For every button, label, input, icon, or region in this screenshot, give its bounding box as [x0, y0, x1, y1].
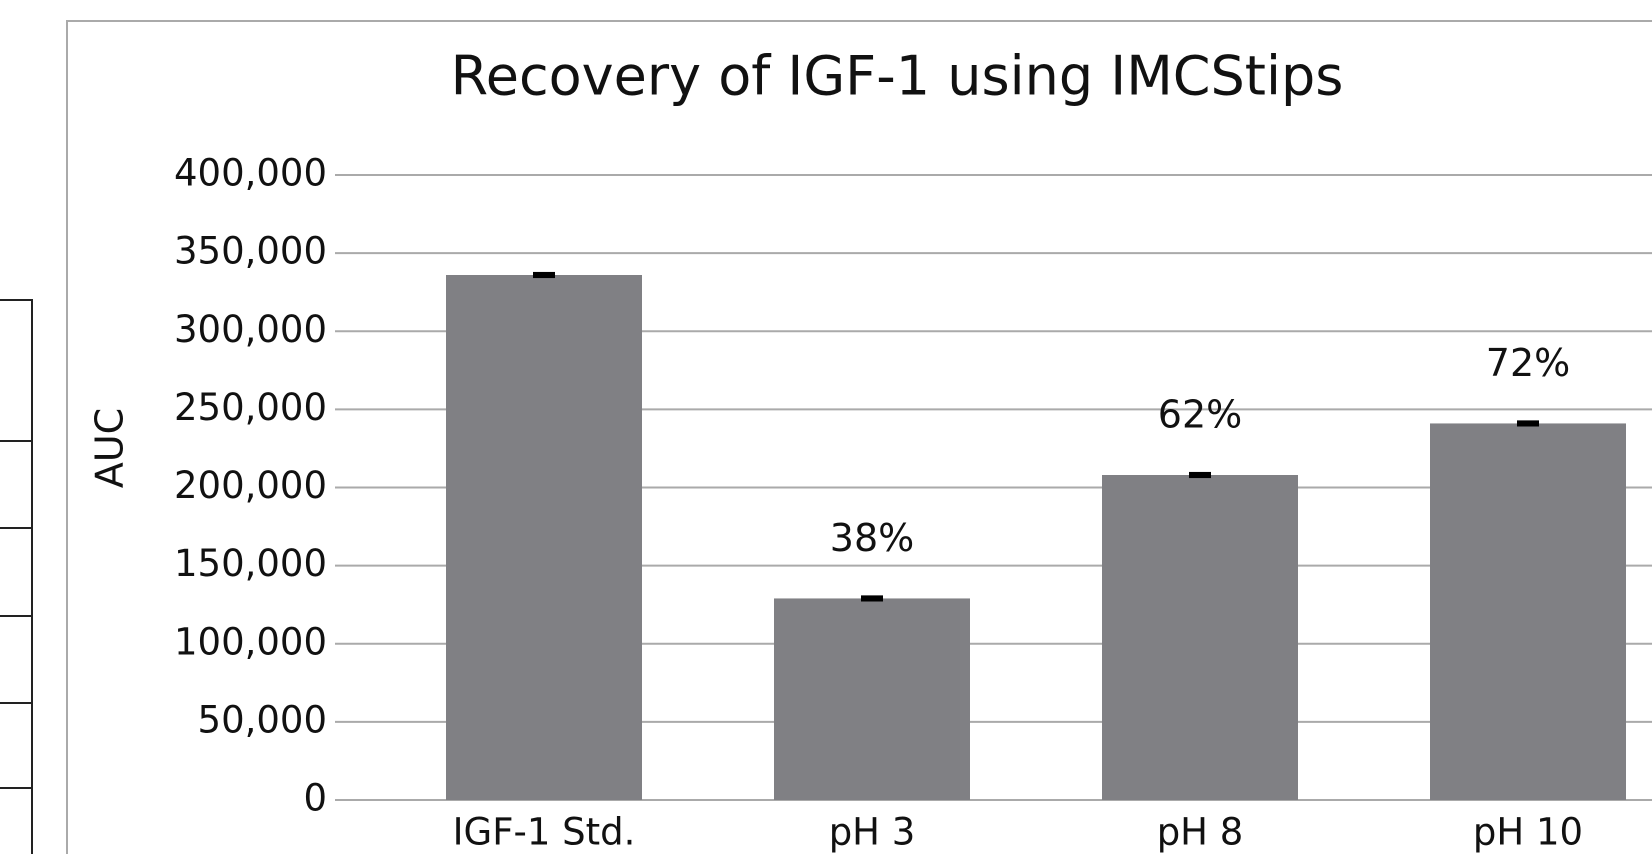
y-tick-label: 400,000	[174, 152, 327, 195]
x-tick-label: pH 8	[1157, 811, 1244, 854]
chart-frame	[66, 20, 1652, 854]
y-tick-label: 100,000	[174, 620, 327, 663]
y-tick-label: 0	[303, 777, 327, 820]
chart-title: Recovery of IGF-1 using IMCStips	[451, 45, 1344, 108]
recovery-label: 38%	[830, 516, 914, 560]
error-bar	[1517, 420, 1539, 427]
x-tick-label: pH 10	[1473, 811, 1583, 854]
x-tick-label: pH 3	[829, 811, 916, 854]
error-bar	[533, 271, 555, 279]
bar	[1102, 475, 1298, 800]
y-tick-label: 150,000	[174, 542, 327, 585]
x-tick-label: IGF-1 Std.	[453, 811, 636, 854]
recovery-label: 62%	[1158, 393, 1242, 437]
y-tick-label: 250,000	[174, 386, 327, 429]
recovery-label: 72%	[1486, 341, 1570, 385]
bar	[774, 598, 970, 800]
y-tick-label: 300,000	[174, 308, 327, 351]
error-bar	[861, 595, 883, 602]
side-table-edge	[0, 299, 33, 854]
y-tick-label: 200,000	[174, 464, 327, 507]
y-tick-label: 50,000	[198, 698, 327, 741]
bar	[446, 275, 642, 800]
bar	[1430, 423, 1626, 800]
error-bar	[1189, 471, 1211, 479]
y-tick-label: 350,000	[174, 230, 327, 273]
y-axis-label: AUC	[88, 408, 132, 488]
